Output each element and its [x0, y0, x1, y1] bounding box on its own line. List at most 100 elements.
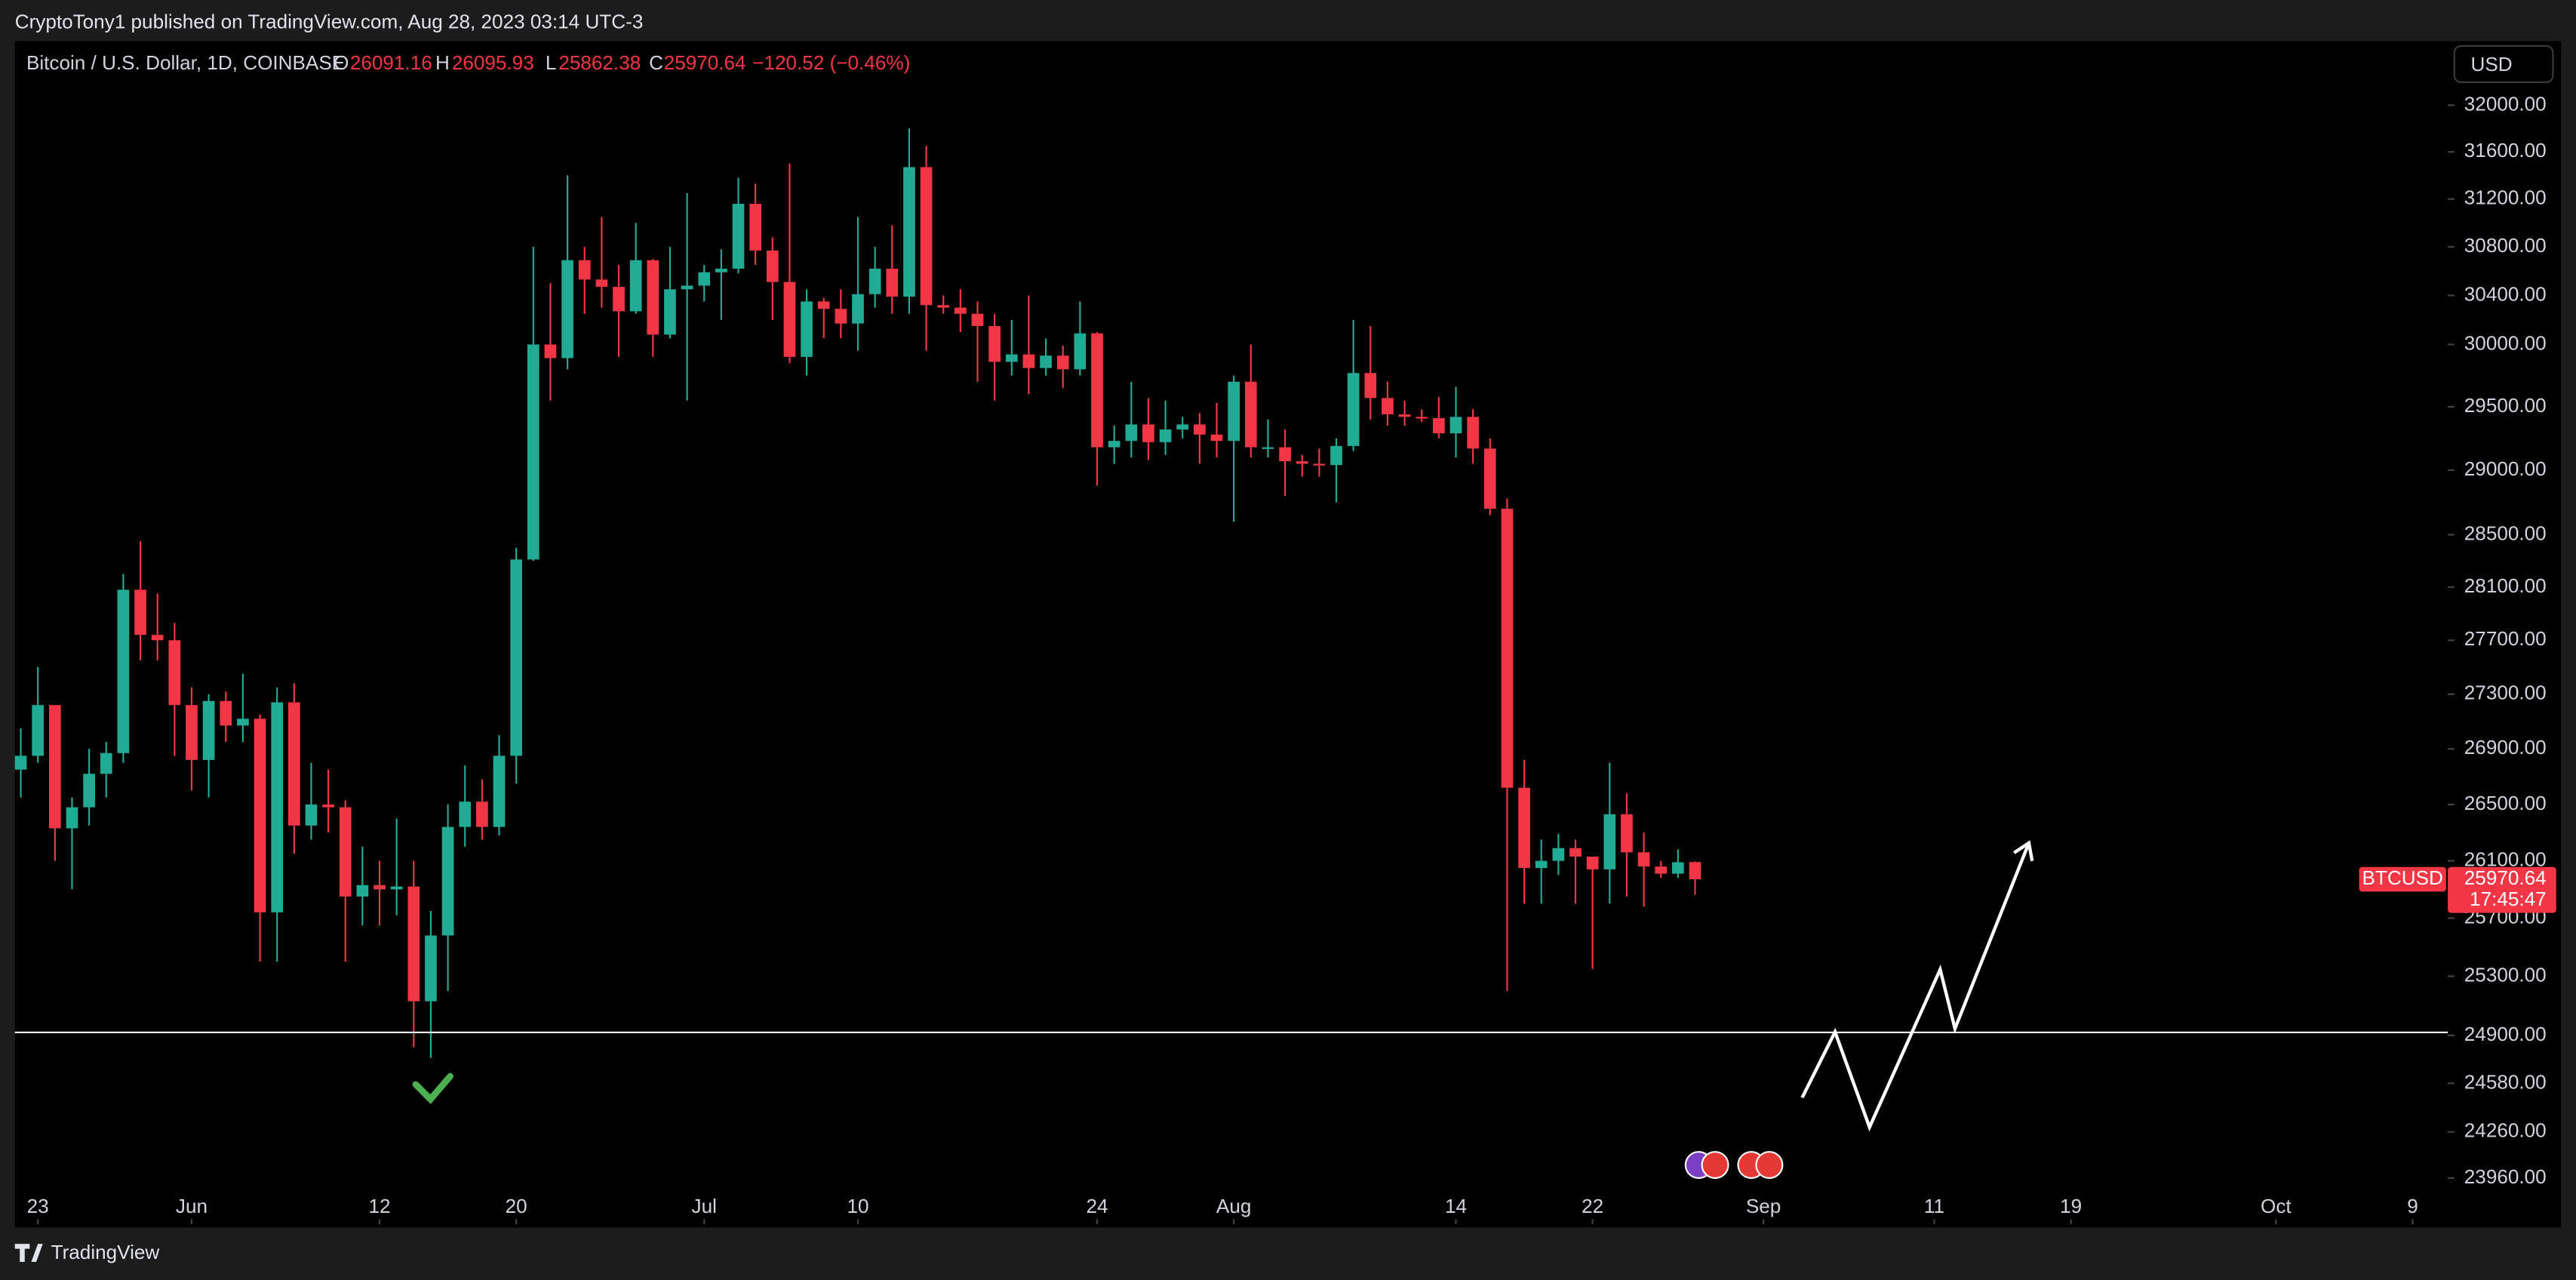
- currency-box[interactable]: [2453, 45, 2554, 83]
- candle-body: [1535, 860, 1548, 869]
- x-tick-label: 24: [1086, 1195, 1108, 1217]
- x-tick-label: Jul: [692, 1195, 717, 1217]
- candle-body: [1569, 848, 1582, 857]
- y-tick-label: 28500.00: [2464, 522, 2547, 544]
- x-tick-label: 12: [369, 1195, 391, 1217]
- candle-body: [14, 755, 27, 770]
- plot: [14, 128, 1701, 1058]
- brand: TradingView: [51, 1241, 160, 1263]
- candle-body: [1125, 424, 1138, 442]
- candle-body: [1313, 463, 1326, 466]
- candle-body: [1022, 354, 1035, 368]
- y-tick-label: 24260.00: [2464, 1119, 2547, 1142]
- candle-body: [1228, 381, 1240, 442]
- symbol: Bitcoin / U.S. Dollar, 1D, COINBASE: [26, 51, 345, 74]
- y-tick-label: 29000.00: [2464, 457, 2547, 480]
- candle-body: [1296, 461, 1308, 464]
- candle-body: [1501, 509, 1514, 788]
- candle-body: [287, 702, 300, 826]
- candle-body: [237, 718, 249, 726]
- y-tick-label: 26100.00: [2464, 848, 2547, 871]
- candle-body: [783, 282, 796, 357]
- candle-body: [937, 305, 950, 308]
- candle-body: [1433, 418, 1445, 434]
- candle-body: [988, 325, 1001, 362]
- candle-body: [903, 167, 915, 297]
- event-icon[interactable]: [1755, 1151, 1784, 1180]
- candle-body: [322, 804, 334, 808]
- candle-body: [1262, 447, 1274, 449]
- candle-body: [1108, 441, 1120, 448]
- x-tick-label: 11: [1924, 1195, 1944, 1217]
- x-tick-label: Jun: [176, 1195, 207, 1217]
- last-price-box: [2448, 866, 2556, 913]
- candle-body: [1194, 424, 1206, 435]
- candle-body: [202, 700, 215, 760]
- candle-body: [1655, 866, 1668, 874]
- candle-body: [1005, 354, 1018, 362]
- x-tick-label: Oct: [2261, 1195, 2292, 1217]
- y-tick-label: 27700.00: [2464, 627, 2547, 650]
- candle-body: [954, 307, 967, 314]
- candle-body: [117, 589, 130, 753]
- candle-body: [817, 301, 830, 309]
- x-tick-label: 19: [2060, 1195, 2082, 1217]
- candle-body: [1483, 448, 1496, 509]
- currency[interactable]: USD: [2471, 53, 2513, 75]
- x-tick-label: 23: [27, 1195, 49, 1217]
- y-tick-label: 26900.00: [2464, 736, 2547, 758]
- candle-body: [339, 807, 352, 897]
- event-icon[interactable]: [1701, 1151, 1729, 1180]
- y-tick-label: 28100.00: [2464, 574, 2547, 597]
- candle-body: [527, 344, 539, 560]
- y-tick-label: 26500.00: [2464, 792, 2547, 814]
- event-icons: [1684, 1151, 1784, 1180]
- x-tick-label: 9: [2407, 1195, 2418, 1217]
- candle-body: [425, 935, 437, 1002]
- candle-body: [83, 774, 95, 808]
- y-tick-label: 25300.00: [2464, 963, 2547, 986]
- candle-body: [1398, 414, 1411, 417]
- close-value: 25970.64: [664, 51, 746, 74]
- candle-body: [664, 289, 676, 335]
- candle-body: [1672, 862, 1684, 874]
- checkmark: [412, 1072, 454, 1104]
- candle-body: [186, 705, 198, 760]
- publisher: CryptoTony1 published on TradingView.com…: [15, 10, 644, 32]
- legend: Bitcoin / U.S. Dollar, 1D, COINBASE O 26…: [26, 51, 910, 74]
- candle-body: [732, 204, 745, 269]
- x-tick-label: 20: [506, 1195, 527, 1217]
- open-value: 26091.16: [350, 51, 432, 74]
- candle-body: [544, 344, 557, 358]
- close-label: C: [649, 51, 663, 74]
- low-label: L: [546, 51, 557, 74]
- candle-body: [647, 260, 659, 335]
- candle-body: [1382, 398, 1394, 415]
- candle-body: [1244, 381, 1257, 448]
- candle-body: [1040, 355, 1052, 368]
- high-label: H: [435, 51, 450, 74]
- y-tick-label: 30000.00: [2464, 331, 2547, 354]
- candle-body: [1347, 373, 1360, 446]
- candle-body: [629, 260, 642, 312]
- candle-body: [1159, 429, 1172, 442]
- candle-body: [373, 885, 386, 890]
- low-value: 25862.38: [558, 51, 641, 74]
- candle-body: [561, 260, 573, 358]
- candle-body: [578, 260, 591, 280]
- candle-body: [801, 301, 813, 357]
- x-tick-label: Sep: [1746, 1195, 1781, 1217]
- candle-body: [1056, 355, 1069, 370]
- high-value: 26095.93: [452, 51, 534, 74]
- candle-body: [459, 802, 472, 827]
- currency-button[interactable]: USD: [2453, 45, 2554, 83]
- y-tick-label: 29500.00: [2464, 394, 2547, 417]
- candle-body: [151, 635, 164, 641]
- candle-body: [1621, 814, 1633, 853]
- candle-body: [920, 167, 933, 306]
- candle-body: [510, 559, 523, 756]
- candle-body: [1074, 333, 1087, 370]
- y-tick-label: 31600.00: [2464, 139, 2547, 162]
- candle-body: [32, 705, 45, 756]
